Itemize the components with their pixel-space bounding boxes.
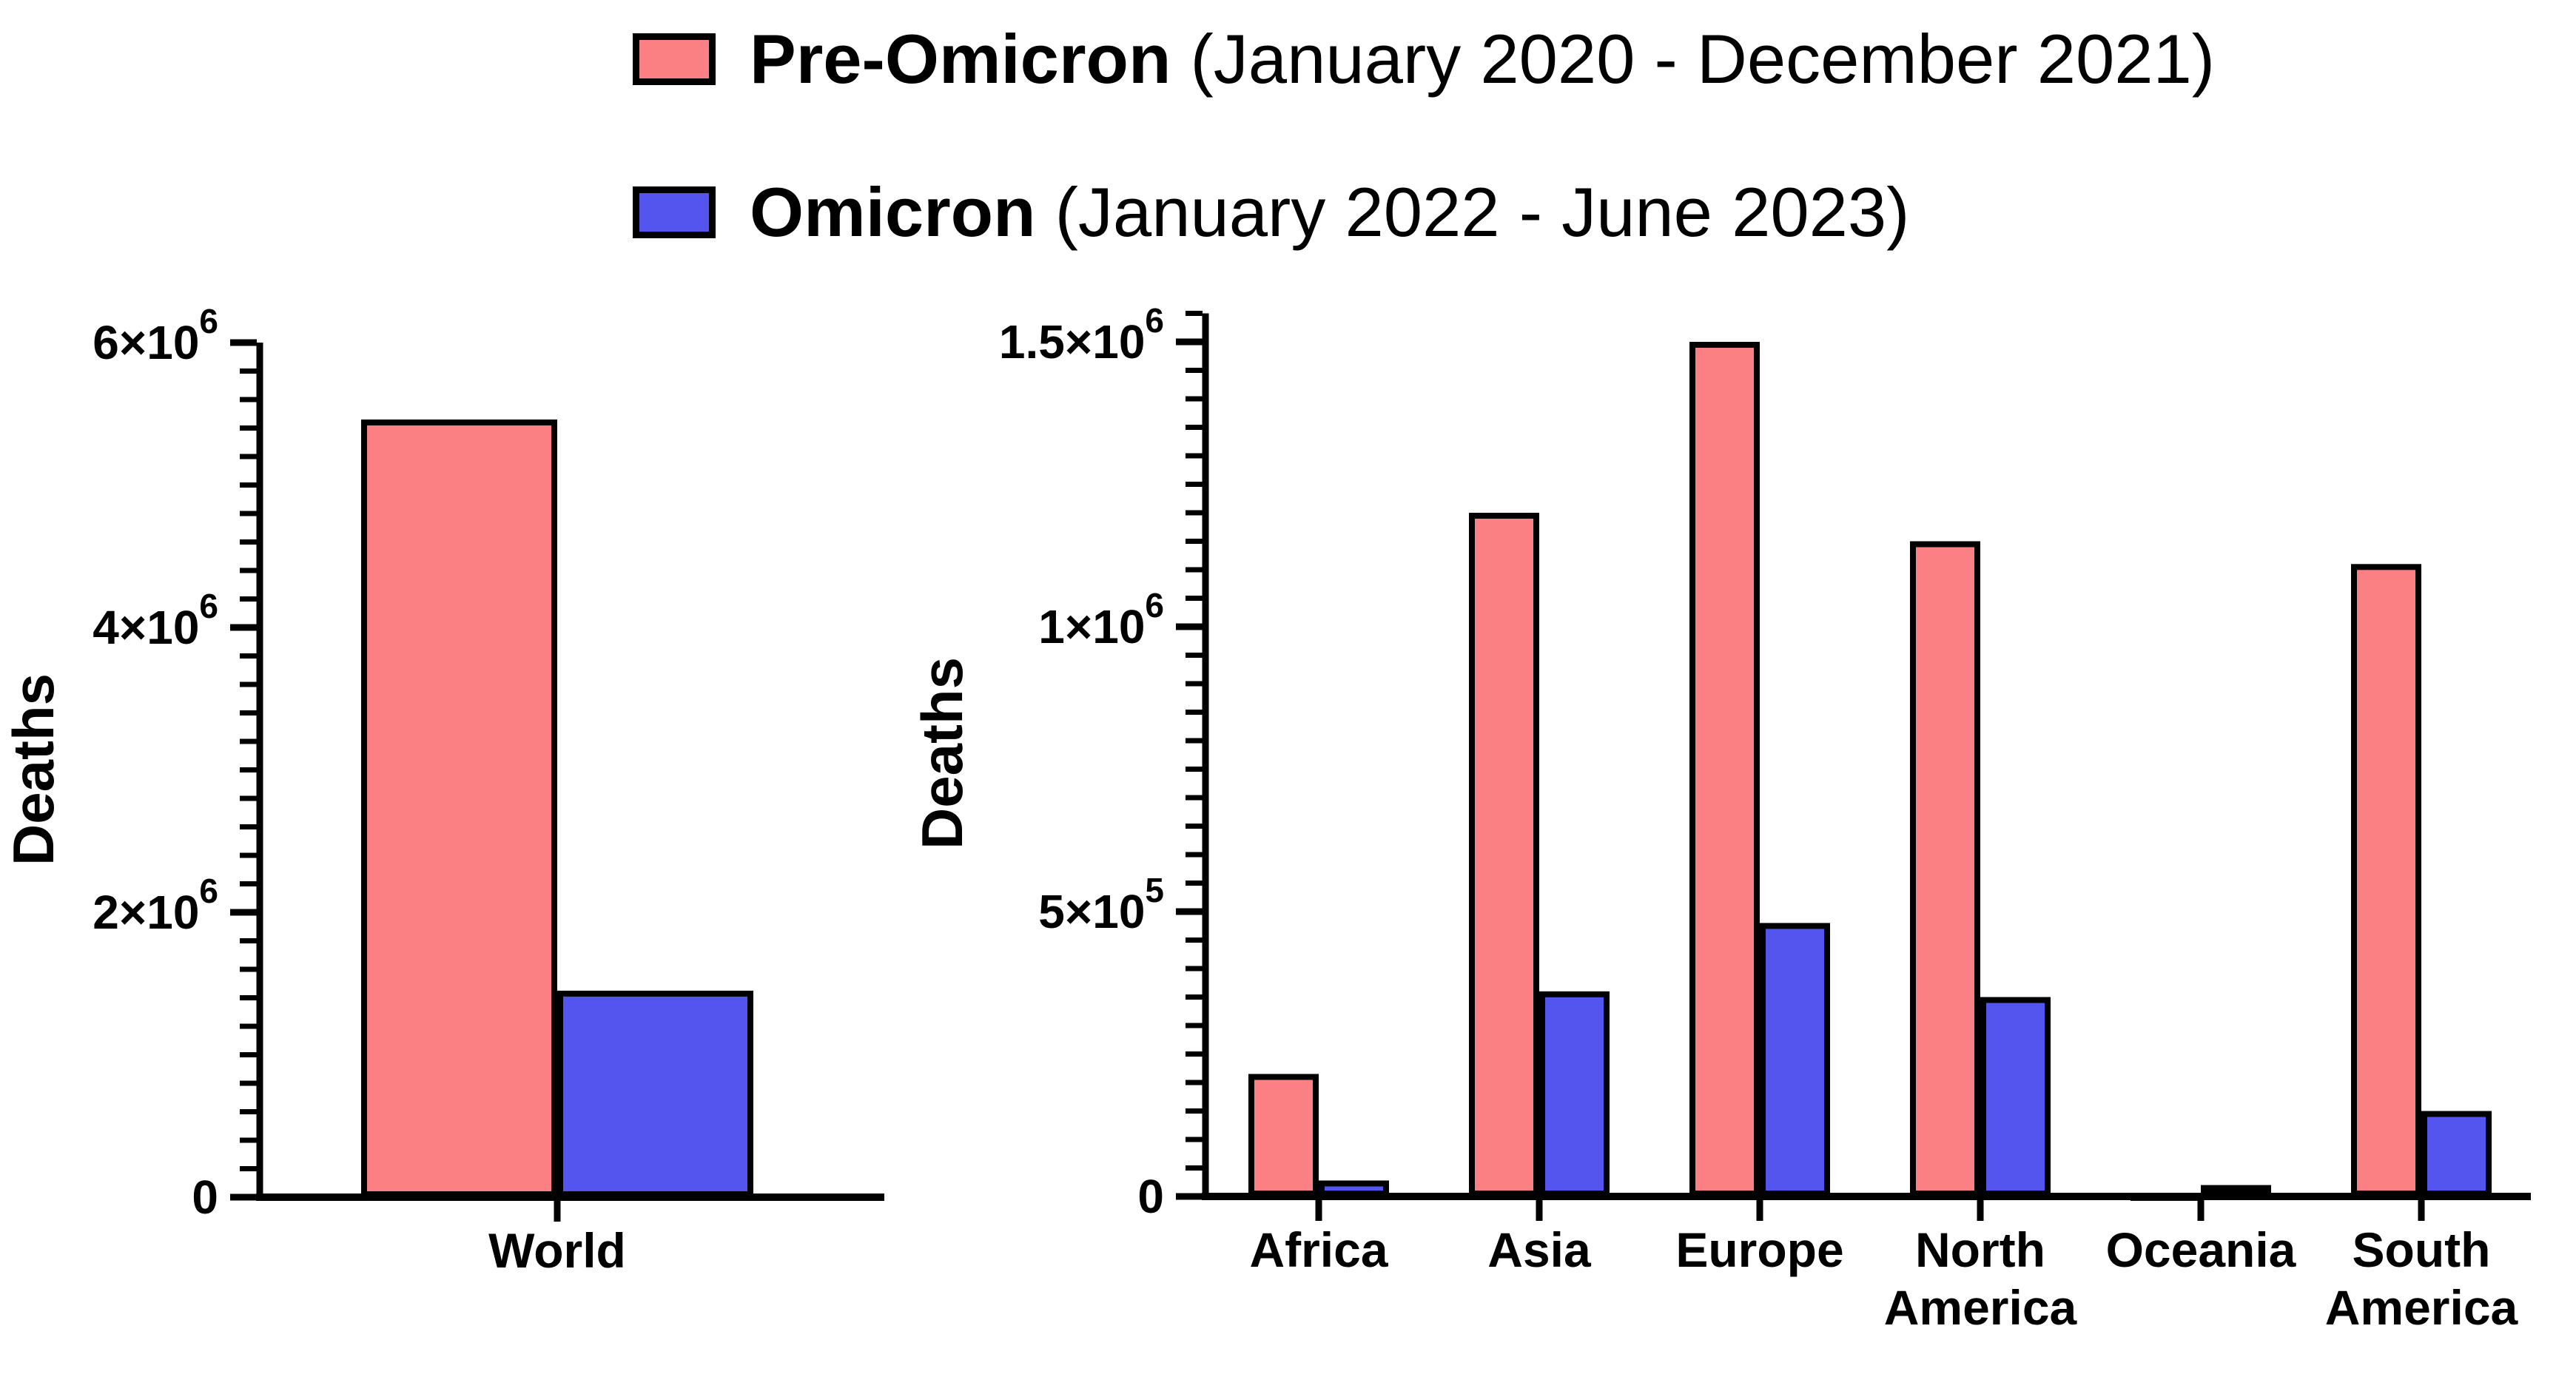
y-tick-label: 2×106 (93, 872, 218, 939)
legend: Pre-Omicron (January 2020 - December 202… (633, 24, 2215, 247)
pre-omicron-swatch (633, 33, 716, 85)
legend-name-pre-omicron: Pre-Omicron (750, 20, 1171, 98)
y-tick-label: 0 (1137, 1170, 1164, 1223)
bar-pre-omicron-africa (1248, 1074, 1319, 1196)
omicron-swatch (633, 186, 716, 238)
category-label-oceania: Oceania (2106, 1222, 2297, 1277)
bar-omicron-europe (1760, 923, 1830, 1197)
y-axis-title: Deaths (1, 673, 66, 866)
bar-omicron-world (557, 990, 753, 1197)
bar-omicron-africa (1319, 1180, 1389, 1196)
bar-omicron-north-america (1980, 997, 2051, 1196)
bar-pre-omicron-asia (1469, 513, 1539, 1196)
y-tick-label: 1×106 (1038, 586, 1164, 653)
bar-omicron-south-america (2421, 1111, 2492, 1196)
y-axis-title: Deaths (909, 657, 975, 849)
legend-item-omicron: Omicron (January 2022 - June 2023) (633, 178, 2215, 247)
bar-omicron-oceania (2201, 1185, 2271, 1196)
legend-period-pre-omicron: (January 2020 - December 2021) (1171, 20, 2216, 98)
category-label-world: World (488, 1223, 626, 1278)
legend-label-omicron: Omicron (January 2022 - June 2023) (750, 178, 1909, 247)
bar-pre-omicron-north-america (1910, 541, 1980, 1196)
category-label-north-america: North America (1884, 1222, 2078, 1335)
bar-pre-omicron-world (361, 419, 557, 1198)
y-tick-label: 0 (192, 1171, 218, 1224)
y-tick-label: 6×106 (93, 302, 218, 369)
legend-name-omicron: Omicron (750, 173, 1036, 251)
category-label-africa: Africa (1249, 1222, 1388, 1277)
y-tick-label: 4×106 (93, 587, 218, 654)
category-label-south-america: South America (2325, 1222, 2519, 1335)
category-label-asia: Asia (1487, 1222, 1592, 1277)
y-tick-label: 5×105 (1038, 871, 1164, 938)
bar-omicron-asia (1539, 991, 1610, 1197)
y-tick-label: 1.5×106 (999, 301, 1164, 368)
bar-pre-omicron-south-america (2351, 564, 2421, 1196)
legend-period-omicron: (January 2022 - June 2023) (1035, 173, 1910, 251)
legend-item-pre-omicron: Pre-Omicron (January 2020 - December 202… (633, 24, 2215, 94)
category-label-europe: Europe (1675, 1222, 1843, 1277)
bar-pre-omicron-europe (1689, 342, 1760, 1196)
legend-label-pre-omicron: Pre-Omicron (January 2020 - December 202… (750, 24, 2215, 94)
